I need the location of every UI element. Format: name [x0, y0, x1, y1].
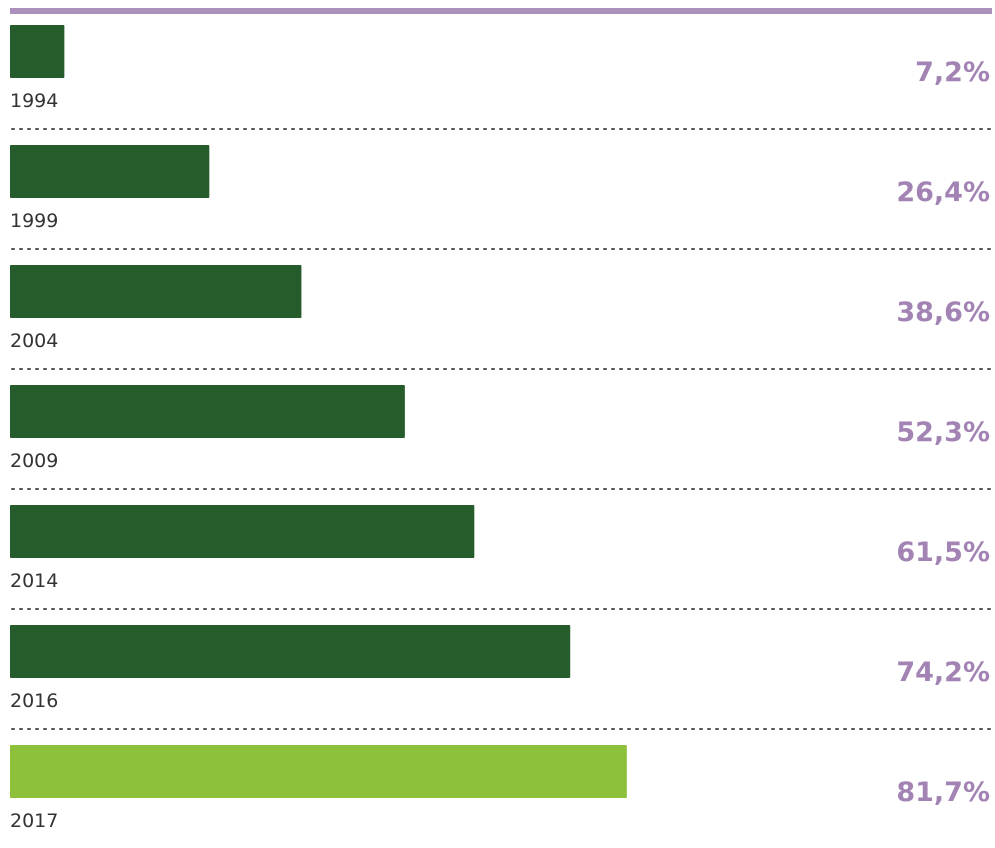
bar	[10, 505, 475, 558]
value-label: 61,5%	[896, 537, 990, 568]
bar	[10, 145, 210, 198]
bar	[10, 625, 571, 678]
value-label: 26,4%	[896, 177, 990, 208]
value-label: 38,6%	[896, 297, 990, 328]
value-label: 81,7%	[896, 777, 990, 808]
bar	[10, 25, 65, 78]
bar	[10, 745, 627, 798]
top-rule	[10, 8, 992, 14]
bar	[10, 265, 302, 318]
category-label: 1999	[10, 210, 58, 232]
category-label: 2009	[10, 450, 58, 472]
category-label: 1994	[10, 90, 58, 112]
value-label: 7,2%	[915, 57, 990, 88]
value-label: 52,3%	[896, 417, 990, 448]
category-label: 2016	[10, 690, 58, 712]
category-label: 2017	[10, 810, 58, 832]
value-label: 74,2%	[896, 657, 990, 688]
category-label: 2004	[10, 330, 58, 352]
category-label: 2014	[10, 570, 58, 592]
bar	[10, 385, 405, 438]
